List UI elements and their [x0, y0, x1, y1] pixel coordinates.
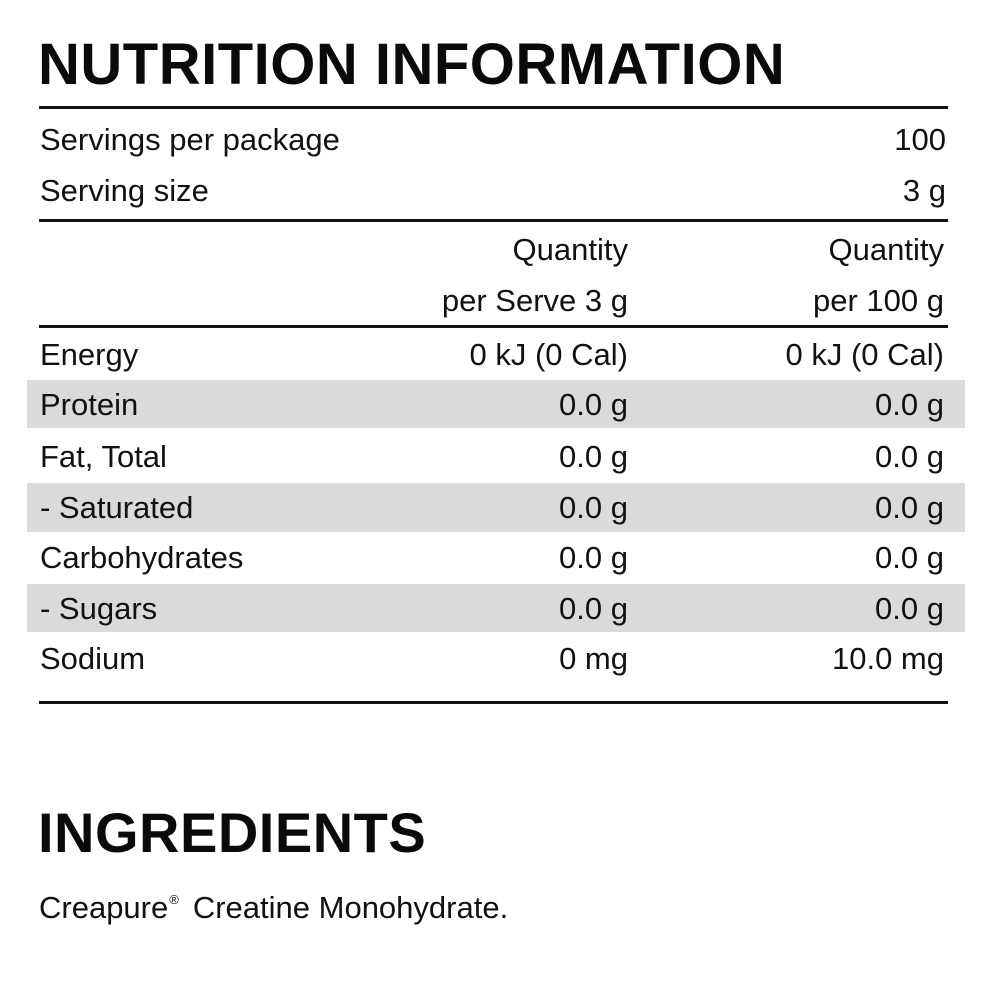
servings-per-package-value: 100	[894, 122, 946, 157]
per-serve-value: 0.0 g	[559, 387, 628, 422]
ingredients-text: Creapure® Creatine Monohydrate.	[39, 878, 508, 930]
per-100g-value: 0 kJ (0 Cal)	[785, 337, 944, 372]
nutrient-label: - Saturated	[40, 490, 194, 525]
servings-per-package-label: Servings per package	[40, 122, 340, 157]
per-serve-value: 0.0 g	[559, 591, 628, 626]
serving-size-label: Serving size	[40, 173, 209, 208]
divider	[39, 701, 948, 704]
table-row: Carbohydrates 0.0 g 0.0 g	[27, 533, 965, 583]
per-100g-value: 10.0 mg	[831, 641, 944, 676]
divider	[39, 325, 948, 328]
table-row: - Sugars 0.0 g 0.0 g	[27, 584, 965, 632]
nutrient-label: Sodium	[40, 641, 146, 676]
per-serve-value: 0.0 g	[559, 490, 628, 525]
column-subheader-per-serve: per Serve 3 g	[441, 283, 628, 318]
serving-size-value: 3 g	[902, 173, 946, 208]
per-serve-value: 0 kJ (0 Cal)	[469, 337, 628, 372]
registered-trademark-icon: ®	[169, 892, 179, 907]
ingredient-brand: Creapure	[39, 890, 169, 925]
column-header-per-100g: Quantity	[828, 232, 944, 267]
table-row: Protein 0.0 g 0.0 g	[27, 380, 965, 428]
per-100g-value: 0.0 g	[875, 387, 944, 422]
per-serve-value: 0 mg	[559, 641, 628, 676]
column-header-row-1: Quantity Quantity	[27, 225, 965, 275]
table-row: Energy 0 kJ (0 Cal) 0 kJ (0 Cal)	[27, 330, 965, 380]
table-row: Sodium 0 mg 10.0 mg	[27, 634, 965, 684]
nutrient-label: Fat, Total	[40, 439, 167, 474]
serving-size-row: Serving size 3 g	[27, 166, 965, 216]
per-100g-value: 0.0 g	[875, 591, 944, 626]
table-row: Fat, Total 0.0 g 0.0 g	[27, 432, 965, 482]
ingredient-name: Creatine Monohydrate.	[192, 890, 509, 925]
column-subheader-per-100g: per 100 g	[813, 283, 944, 318]
column-header-per-serve: Quantity	[512, 232, 628, 267]
divider	[39, 106, 948, 109]
nutrient-label: - Sugars	[40, 591, 158, 626]
per-100g-value: 0.0 g	[875, 490, 944, 525]
ingredients-title: INGREDIENTS	[38, 801, 427, 864]
column-header-row-2: per Serve 3 g per 100 g	[27, 276, 965, 326]
nutrient-label: Energy	[40, 337, 139, 372]
table-row: - Saturated 0.0 g 0.0 g	[27, 483, 965, 532]
per-serve-value: 0.0 g	[559, 439, 628, 474]
per-serve-value: 0.0 g	[559, 540, 628, 575]
per-100g-value: 0.0 g	[875, 540, 944, 575]
nutrient-label: Protein	[40, 387, 139, 422]
servings-per-package-row: Servings per package 100	[27, 115, 965, 165]
nutrition-title: NUTRITION INFORMATION	[38, 32, 786, 97]
per-100g-value: 0.0 g	[875, 439, 944, 474]
divider	[39, 219, 948, 222]
nutrient-label: Carbohydrates	[40, 540, 244, 575]
